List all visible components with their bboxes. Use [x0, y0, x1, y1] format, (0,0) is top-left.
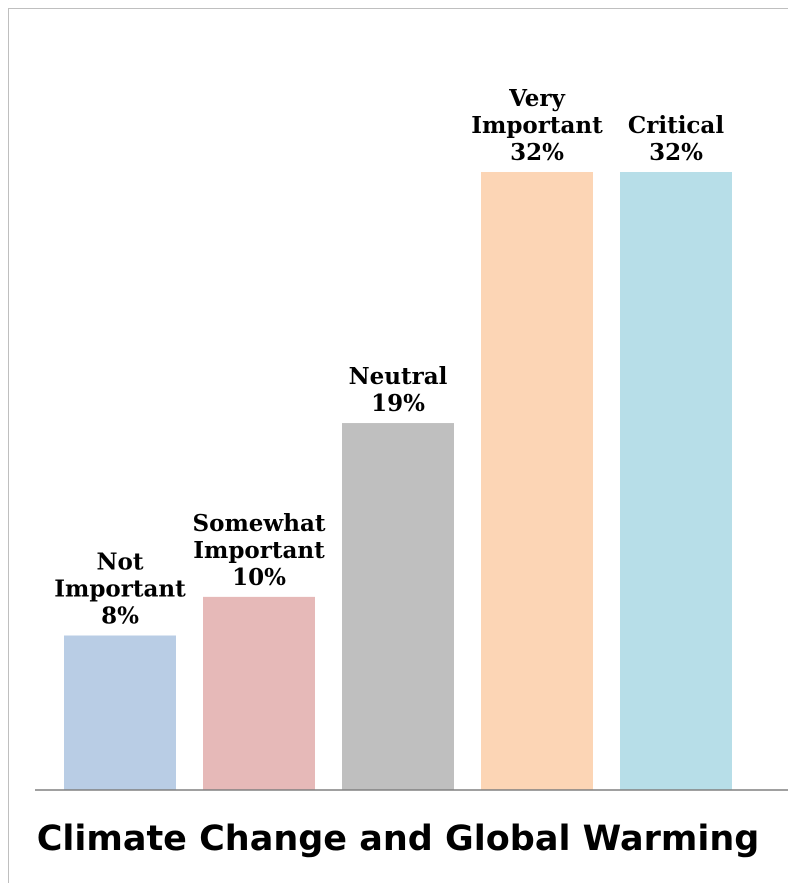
bar-label-line: 32% [510, 139, 564, 166]
bar-label-line: 32% [649, 139, 703, 166]
bar-label-line: Important [54, 576, 186, 603]
chart-title: Climate Change and Global Warming [37, 819, 760, 859]
bar-label-line: Neutral [349, 363, 448, 390]
bar-label-not-important: Not Important 8% [54, 549, 186, 630]
bar-label-somewhat-important: Somewhat Important 10% [193, 510, 326, 591]
bar-label-line: Important [193, 537, 325, 564]
bar-label-line: Very [508, 85, 565, 112]
bar-label-line: Critical [628, 112, 724, 139]
bar-label-line: 10% [232, 564, 286, 591]
bar-label-very-important: Very Important 32% [471, 85, 603, 166]
bars-group [64, 172, 732, 790]
bar-label-line: 8% [101, 603, 139, 630]
bar-label-critical: Critical 32% [628, 112, 724, 166]
bar-label-neutral: Neutral 19% [349, 363, 448, 417]
bar-label-line: Somewhat [193, 510, 326, 537]
bar-neutral [342, 423, 454, 790]
labels-group: Not Important 8%Somewhat Important 10%Neutra… [54, 85, 724, 630]
bar-label-line: Not [97, 549, 144, 576]
bar-critical [620, 172, 732, 790]
bar-very-important [481, 172, 593, 790]
bar-not-important [64, 635, 176, 790]
chart-frame [8, 8, 788, 883]
bar-label-line: Important [471, 112, 603, 139]
bar-somewhat-important [203, 596, 315, 790]
bar-label-line: 19% [371, 390, 425, 417]
